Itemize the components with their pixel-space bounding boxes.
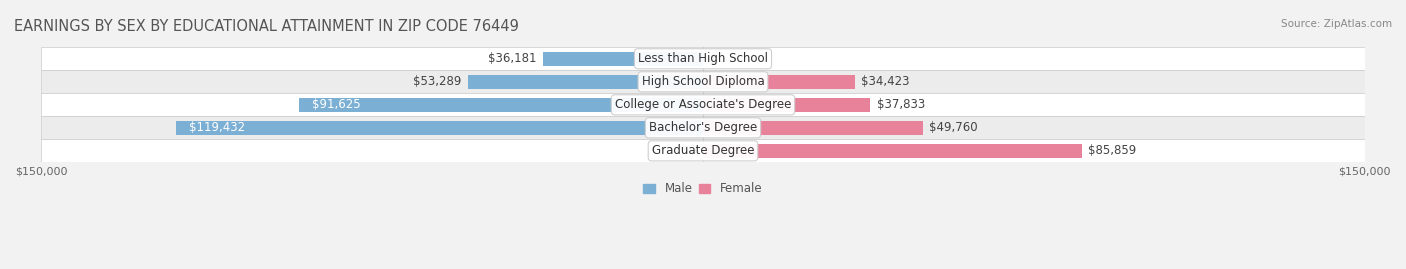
Text: $34,423: $34,423 — [862, 75, 910, 88]
Text: Less than High School: Less than High School — [638, 52, 768, 65]
Text: $0: $0 — [682, 144, 696, 157]
Text: $37,833: $37,833 — [876, 98, 925, 111]
Bar — [468, 75, 703, 89]
Bar — [41, 116, 1365, 139]
Bar — [41, 70, 1365, 93]
Text: $36,181: $36,181 — [488, 52, 537, 65]
Bar — [703, 98, 870, 112]
Legend: Male, Female: Male, Female — [638, 178, 768, 200]
Text: EARNINGS BY SEX BY EDUCATIONAL ATTAINMENT IN ZIP CODE 76449: EARNINGS BY SEX BY EDUCATIONAL ATTAINMEN… — [14, 19, 519, 34]
Text: $91,625: $91,625 — [312, 98, 361, 111]
Bar — [176, 121, 703, 135]
Text: High School Diploma: High School Diploma — [641, 75, 765, 88]
Text: $85,859: $85,859 — [1088, 144, 1136, 157]
Text: $119,432: $119,432 — [190, 121, 246, 134]
Bar — [41, 139, 1365, 162]
Bar — [703, 121, 922, 135]
Bar — [703, 75, 855, 89]
Text: $0: $0 — [710, 52, 724, 65]
Bar — [703, 144, 1081, 158]
Text: Source: ZipAtlas.com: Source: ZipAtlas.com — [1281, 19, 1392, 29]
Bar — [543, 52, 703, 66]
Bar — [41, 93, 1365, 116]
Bar — [41, 47, 1365, 70]
Text: $49,760: $49,760 — [929, 121, 977, 134]
Text: College or Associate's Degree: College or Associate's Degree — [614, 98, 792, 111]
Text: $53,289: $53,289 — [413, 75, 461, 88]
Text: Bachelor's Degree: Bachelor's Degree — [650, 121, 756, 134]
Text: Graduate Degree: Graduate Degree — [652, 144, 754, 157]
Bar — [299, 98, 703, 112]
